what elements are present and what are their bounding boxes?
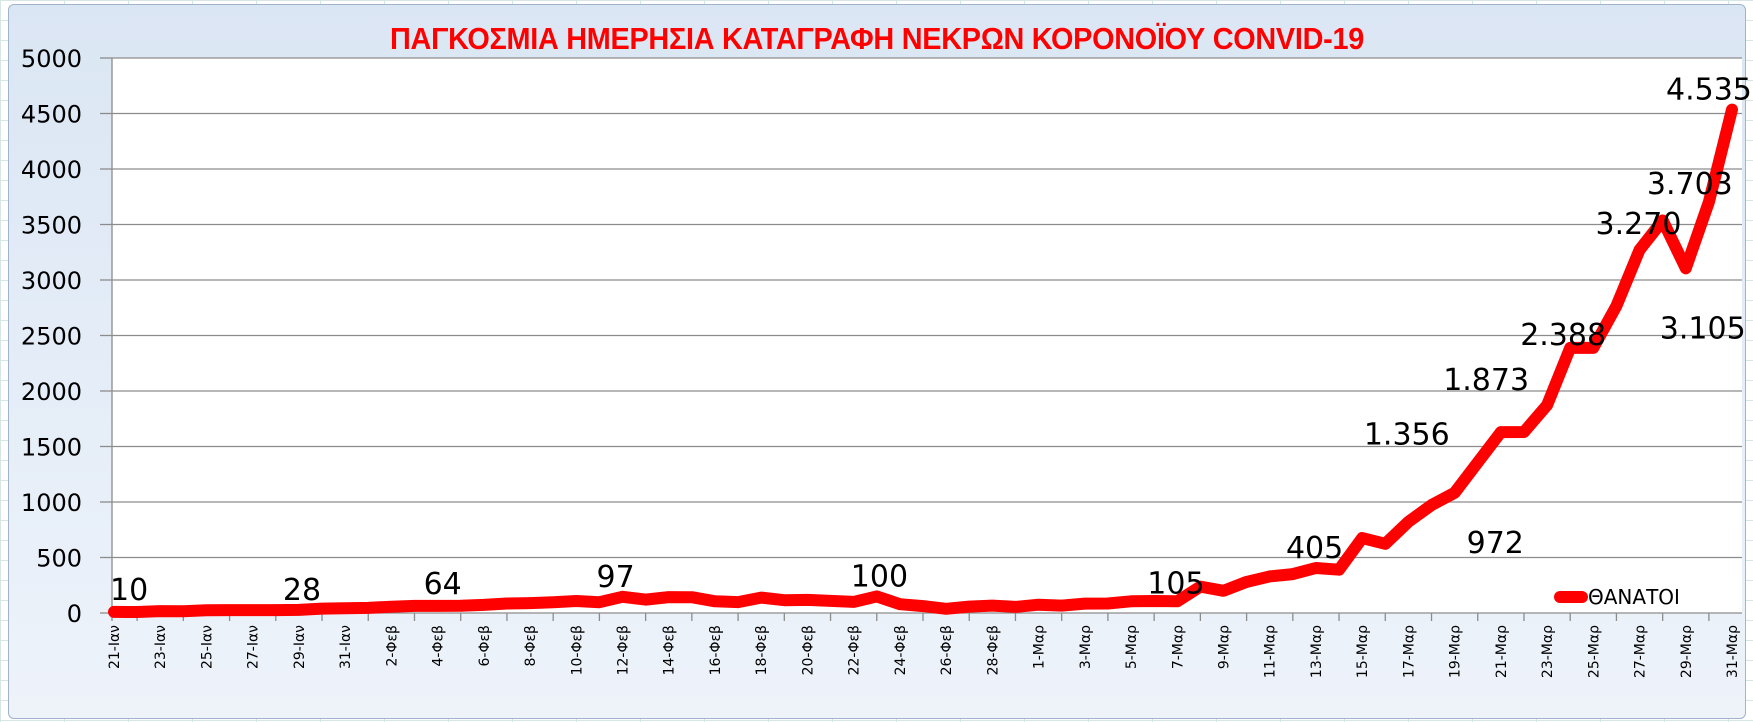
x-tick-label: 1-Μαρ [1032, 625, 1048, 669]
gridlines [112, 57, 1742, 559]
x-tick-label: 29-Ιαν [292, 625, 308, 669]
x-tick-label: 21-Ιαν [107, 625, 123, 669]
data-label: 3.270 [1596, 207, 1682, 242]
x-tick-label: 6-Φεβ [477, 625, 493, 666]
x-tick-label: 16-Φεβ [708, 625, 724, 675]
x-tick-label: 4-Φεβ [431, 625, 447, 666]
data-label: 3.703 [1647, 167, 1733, 202]
y-tick-label: 2000 [21, 378, 82, 406]
y-tick-label: 4000 [21, 156, 82, 184]
data-label: 105 [1147, 566, 1204, 601]
data-label: 405 [1286, 531, 1343, 566]
data-label: 1.356 [1364, 417, 1450, 452]
x-tick-label: 10-Φεβ [569, 625, 585, 675]
x-tick-label: 23-Ιαν [153, 625, 169, 669]
y-tick-label: 4500 [21, 101, 82, 129]
x-tick-label: 27-Ιαν [246, 625, 262, 669]
data-label: 2.388 [1520, 318, 1606, 353]
x-tick-label: 18-Φεβ [754, 625, 770, 675]
x-tick-label: 13-Μαρ [1309, 625, 1325, 678]
y-tick-label: 500 [36, 545, 82, 573]
y-tick-label: 3000 [21, 267, 82, 295]
x-tick-label: 9-Μαρ [1216, 625, 1232, 669]
y-tick-label: 5000 [21, 45, 82, 73]
legend-label: ΘΑΝΑΤΟΙ [1588, 585, 1680, 609]
chart-title: ΠΑΓΚΟΣΜΙΑ ΗΜΕΡΗΣΙΑ ΚΑΤΑΓΡΑΦΗ ΝΕΚΡΩΝ ΚΟΡΟ… [389, 21, 1364, 56]
x-tick-label: 28-Φεβ [985, 625, 1001, 675]
y-tick-label: 1000 [21, 489, 82, 517]
x-tick-label: 19-Μαρ [1448, 625, 1464, 678]
series-line [108, 103, 1738, 618]
x-tick-label: 15-Μαρ [1355, 625, 1371, 678]
y-axis: 0 500 1000 1500 2000 2500 3000 3500 4000 4500 5000 [21, 45, 113, 628]
data-label: 97 [597, 560, 635, 595]
x-tick-label: 23-Μαρ [1540, 625, 1556, 678]
data-label: 3.105 [1660, 311, 1746, 346]
series-line-thanatoi [108, 103, 1738, 618]
y-tick-label: 0 [67, 600, 82, 628]
x-tick-label: 7-Μαρ [1170, 625, 1186, 669]
data-label: 100 [851, 559, 908, 594]
x-tick-label: 25-Μαρ [1586, 625, 1602, 678]
data-label: 4.535 [1666, 73, 1752, 108]
x-tick-label: 12-Φεβ [616, 625, 632, 675]
data-label: 28 [283, 573, 321, 608]
x-tick-label: 20-Φεβ [800, 625, 816, 675]
y-tick-label: 2500 [21, 323, 82, 351]
x-tick-label: 29-Μαρ [1679, 625, 1695, 678]
data-label: 10 [110, 573, 148, 608]
data-label: 64 [424, 567, 462, 602]
x-tick-label: 3-Μαρ [1078, 625, 1094, 669]
x-tick-label: 5-Μαρ [1124, 625, 1140, 669]
x-tick-label: 2-Φεβ [384, 625, 400, 666]
x-tick-label: 21-Μαρ [1494, 625, 1510, 678]
x-axis: 21-Ιαν 23-Ιαν 25-Ιαν 27-Ιαν 29-Ιαν 31-Ιαν 2-Φε… [107, 612, 1742, 678]
x-tick-label: 24-Φεβ [893, 625, 909, 675]
x-tick-label: 22-Φεβ [847, 625, 863, 675]
x-tick-label: 26-Φεβ [939, 625, 955, 675]
legend[interactable]: ΘΑΝΑΤΟΙ [1554, 585, 1680, 609]
data-labels: 10 28 64 97 100 105 405 972 1.356 1.873 2.388 3.270… [110, 73, 1752, 608]
y-tick-label: 1500 [21, 434, 82, 462]
x-tick-label: 14-Φεβ [662, 625, 678, 675]
data-label: 972 [1467, 526, 1524, 561]
x-tick-label: 31-Μαρ [1725, 625, 1741, 678]
x-tick-label: 25-Ιαν [199, 625, 215, 669]
x-tick-label: 8-Φεβ [523, 625, 539, 666]
x-tick-label: 11-Μαρ [1263, 625, 1279, 678]
y-tick-label: 3500 [21, 212, 82, 240]
x-tick-label: 17-Μαρ [1401, 625, 1417, 678]
x-tick-label: 27-Μαρ [1633, 625, 1649, 678]
x-tick-label: 31-Ιαν [338, 625, 354, 669]
data-label: 1.873 [1443, 363, 1529, 398]
